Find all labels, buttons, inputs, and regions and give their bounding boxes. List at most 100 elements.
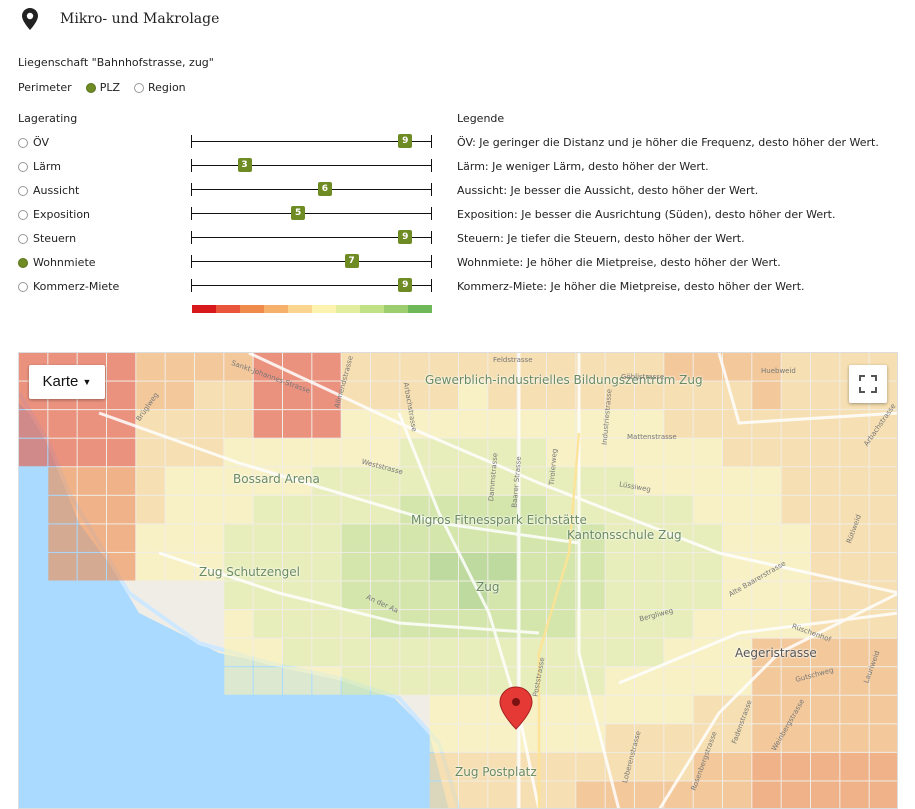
- heatmap-cell: [488, 524, 517, 552]
- map[interactable]: Karte ▼ Gewerblich-industrielles Bildung…: [18, 352, 898, 809]
- heatmap-cell: [224, 495, 253, 524]
- rating-legend-text: Exposition: Je besser die Ausrichtung (S…: [457, 208, 836, 221]
- rating-slider[interactable]: 9: [191, 278, 432, 292]
- heatmap-cell: [48, 410, 77, 438]
- heatmap-cell: [165, 410, 194, 438]
- heatmap-cell: [635, 467, 664, 495]
- heatmap-cell: [635, 438, 664, 467]
- perimeter-radio-region[interactable]: [134, 82, 144, 93]
- heatmap-cell: [664, 381, 693, 410]
- heatmap-cell: [371, 410, 400, 438]
- heatmap-cell: [811, 752, 840, 781]
- heatmap-cell: [429, 752, 458, 781]
- heatmap-cell: [224, 638, 253, 667]
- heatmap-cell: [723, 695, 752, 724]
- map-canvas[interactable]: [19, 353, 898, 809]
- rating-slider-thumb[interactable]: 5: [291, 206, 306, 220]
- heatmap-cell: [752, 581, 781, 610]
- map-type-button[interactable]: Karte ▼: [29, 365, 105, 399]
- rating-radio[interactable]: [18, 162, 28, 172]
- street-label: Feldstrasse: [493, 356, 533, 364]
- heatmap-cell: [224, 467, 253, 495]
- heatmap-cell: [752, 467, 781, 495]
- heatmap-cell: [576, 752, 605, 781]
- rating-option[interactable]: Lärm: [18, 160, 61, 173]
- rating-slider[interactable]: 6: [191, 182, 432, 196]
- rating-slider-thumb[interactable]: 9: [398, 134, 413, 148]
- rating-option[interactable]: ÖV: [18, 136, 49, 149]
- heatmap-cell: [576, 381, 605, 410]
- rating-legend-text: ÖV: Je geringer die Distanz und je höher…: [457, 136, 879, 149]
- perimeter-option-region[interactable]: Region: [148, 81, 186, 94]
- rating-slider-thumb[interactable]: 3: [237, 158, 252, 172]
- rating-option[interactable]: Steuern: [18, 232, 76, 245]
- perimeter-option-plz[interactable]: PLZ: [99, 81, 120, 94]
- rating-option[interactable]: Wohnmiete: [18, 256, 96, 269]
- fullscreen-button[interactable]: [849, 365, 887, 403]
- heatmap-cell: [869, 781, 897, 808]
- rating-label: Aussicht: [33, 184, 80, 197]
- heatmap-cell: [312, 667, 341, 695]
- rating-slider-thumb[interactable]: 6: [317, 182, 332, 196]
- rating-slider[interactable]: 9: [191, 230, 432, 244]
- heatmap-cell: [488, 552, 517, 581]
- rating-label: Lärm: [33, 160, 61, 173]
- rating-slider[interactable]: 9: [191, 134, 432, 148]
- rating-option[interactable]: Aussicht: [18, 184, 79, 197]
- heatmap-cell: [811, 524, 840, 552]
- rating-slider[interactable]: 7: [191, 254, 432, 268]
- heatmap-cell: [459, 410, 488, 438]
- rating-label: Exposition: [33, 208, 91, 221]
- heatmap-cell: [107, 467, 136, 495]
- rating-slider-thumb[interactable]: 7: [344, 254, 359, 268]
- rating-slider[interactable]: 3: [191, 158, 432, 172]
- heatmap-cell: [635, 781, 664, 808]
- perimeter-radio-plz[interactable]: [85, 82, 96, 93]
- heatmap-cell: [781, 752, 810, 781]
- perimeter-selector: Perimeter PLZ Region: [18, 81, 186, 94]
- rating-radio[interactable]: [18, 282, 28, 292]
- heatmap-cell: [576, 552, 605, 581]
- heatmap-cell: [77, 495, 106, 524]
- heatmap-cell: [693, 495, 722, 524]
- heatmap-cell: [253, 667, 282, 695]
- rating-radio[interactable]: [18, 138, 28, 148]
- heatmap-cell: [635, 610, 664, 638]
- heatmap-cell: [576, 667, 605, 695]
- heatmap-cell: [752, 695, 781, 724]
- heatmap-cell: [576, 610, 605, 638]
- heatmap-cell: [547, 781, 576, 808]
- heatmap-cell: [312, 638, 341, 667]
- rating-radio[interactable]: [18, 186, 28, 196]
- rating-radio[interactable]: [18, 258, 28, 268]
- heatmap-cell: [517, 410, 546, 438]
- heatmap-cell: [781, 467, 810, 495]
- rating-option[interactable]: Exposition: [18, 208, 90, 221]
- rating-slider-thumb[interactable]: 9: [398, 278, 413, 292]
- rating-radio[interactable]: [18, 210, 28, 220]
- rating-slider-thumb[interactable]: 9: [398, 230, 413, 244]
- heatmap-cell: [341, 438, 370, 467]
- heatmap-cell: [547, 638, 576, 667]
- color-scale-swatch: [288, 305, 312, 313]
- heatmap-cell: [605, 381, 634, 410]
- rating-radio[interactable]: [18, 234, 28, 244]
- heatmap-cell: [840, 695, 869, 724]
- heatmap-cell: [400, 667, 429, 695]
- heatmap-cell: [371, 552, 400, 581]
- heatmap-cell: [635, 410, 664, 438]
- heatmap-cell: [48, 438, 77, 467]
- heatmap-cell: [224, 524, 253, 552]
- color-scale-swatch: [336, 305, 360, 313]
- heatmap-cell: [341, 410, 370, 438]
- heatmap-cell: [635, 581, 664, 610]
- heatmap-cell: [635, 752, 664, 781]
- heatmap-cell: [752, 381, 781, 410]
- heatmap-cell: [693, 781, 722, 808]
- map-label-migros: Migros Fitnesspark Eichstätte: [411, 513, 587, 527]
- rating-option[interactable]: Kommerz-Miete: [18, 280, 119, 293]
- heatmap-cell: [547, 724, 576, 752]
- heatmap-cell: [752, 410, 781, 438]
- heatmap-cell: [429, 581, 458, 610]
- rating-slider[interactable]: 5: [191, 206, 432, 220]
